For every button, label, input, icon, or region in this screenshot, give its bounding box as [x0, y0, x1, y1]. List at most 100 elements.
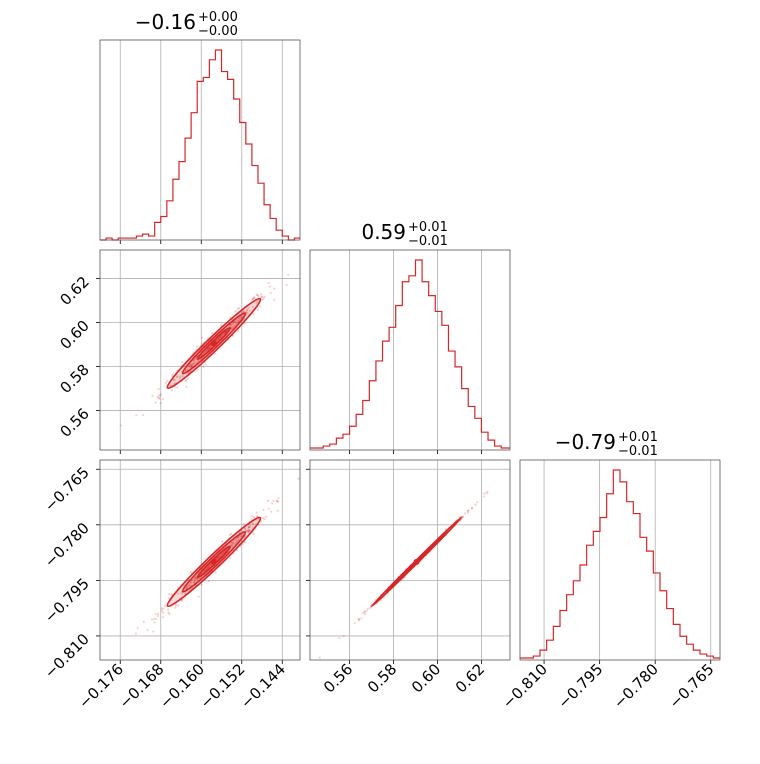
joint-2-1-sample-point [363, 613, 367, 616]
joint-2-0-sample-point [146, 628, 149, 632]
joint-1-0-sample-point [185, 385, 188, 388]
joint-2-0-sample-point [136, 626, 139, 630]
joint-2-0-sample-point [177, 604, 180, 607]
joint-2-1-sample-point [475, 501, 479, 504]
joint-1-0-sample-point [208, 347, 211, 350]
joint-2-0-sample-point [276, 509, 279, 512]
joint-1-0-sample-point [231, 327, 234, 330]
joint-1-0-sample-point [213, 352, 216, 356]
joint-2-0-sample-point [244, 529, 247, 532]
joint-2-0-sample-point [177, 592, 180, 595]
joint-1-0-sample-point [243, 322, 246, 325]
joint-2-0-sample-point [217, 557, 220, 560]
x-tick-label-p2: −0.780 [610, 660, 662, 712]
joint-1-0-sample-point [166, 379, 169, 383]
joint-1-0-sample-point [211, 332, 214, 335]
joint-1-0-sample-point [170, 389, 174, 392]
joint-1-0-sample-point [220, 323, 223, 326]
joint-1-0-sample-point [187, 377, 190, 380]
joint-2-0-sample-point [251, 526, 254, 529]
joint-2-0-sample-point [230, 544, 234, 547]
joint-2-0-sample-point [263, 518, 266, 521]
joint-1-0-sample-point [261, 298, 264, 302]
joint-2-0-sample-point [168, 612, 171, 616]
joint-2-0-sample-point [269, 510, 273, 513]
joint-2-0-sample-point [167, 611, 170, 614]
hist-2-title-upper-error: +0.01 [618, 430, 658, 445]
joint-1-0-sample-point [159, 392, 162, 396]
joint-2-0-sample-point [206, 566, 209, 570]
joint-1-0-sample-point [200, 342, 204, 345]
joint-2-1-sample-point [486, 490, 489, 494]
hist-2-histogram-line [520, 469, 720, 659]
joint-2-0-sample-point [188, 584, 191, 587]
joint-1-0-sample-point [141, 413, 145, 417]
joint-2-1-sample-point [474, 503, 477, 506]
joint-1-0-sample-point [245, 309, 248, 312]
joint-1-0-sample-point [202, 365, 205, 368]
joint-1-0-sample-point [256, 293, 259, 296]
joint-2-0-sample-point [152, 630, 155, 633]
joint-2-0-sample-point [246, 530, 249, 533]
joint-2-0-sample-point [193, 581, 196, 584]
joint-1-0-panel [96, 249, 301, 454]
joint-2-1-sample-point [461, 515, 465, 518]
hist-0-histogram-line [100, 49, 300, 241]
y-tick-label-p1: 0.62 [56, 273, 92, 309]
joint-1-0-sample-point [233, 320, 236, 324]
joint-1-0-sample-point [238, 317, 241, 320]
joint-2-0-sample-point [248, 525, 251, 528]
joint-1-0-density-peak [210, 340, 217, 347]
joint-1-0-sample-point [235, 318, 239, 322]
joint-1-0-sample-point [256, 309, 259, 312]
joint-1-0-sample-point [119, 424, 122, 427]
joint-2-0-sample-point [248, 525, 252, 528]
x-tick-label-p1: 0.62 [452, 660, 488, 696]
joint-2-0-sample-point [156, 614, 160, 618]
joint-2-0-sample-point [179, 591, 183, 594]
joint-1-0-sample-point [263, 295, 266, 298]
joint-2-0-sample-point [134, 632, 137, 635]
joint-2-1-sample-point [357, 617, 360, 621]
joint-1-0-sample-point [234, 322, 238, 325]
joint-1-0-sample-point [195, 345, 199, 348]
joint-1-0-sample-point [172, 378, 175, 381]
joint-1-0-sample-point [181, 360, 184, 364]
joint-2-0-sample-point [244, 541, 247, 544]
joint-2-1-sample-point [361, 612, 364, 615]
joint-2-0-sample-point [267, 499, 270, 502]
joint-2-0-sample-point [276, 500, 279, 503]
joint-2-1-sample-point [342, 634, 345, 638]
joint-2-0-frame [99, 459, 301, 661]
joint-2-0-sample-point [257, 524, 260, 527]
joint-1-0-sample-point [196, 368, 199, 371]
joint-1-0-sample-point [191, 364, 194, 367]
joint-1-0-sample-point [256, 300, 259, 303]
joint-1-0-sample-point [204, 363, 207, 366]
joint-2-0-sample-point [216, 557, 219, 560]
joint-2-1-sample-point [466, 509, 469, 512]
joint-1-0-sample-point [236, 320, 240, 323]
joint-1-0-sample-point [192, 362, 195, 365]
joint-2-1-sample-point [369, 606, 372, 610]
joint-2-0-sample-point [142, 620, 145, 624]
joint-1-0-sample-point [178, 376, 182, 380]
joint-1-0-sample-point [253, 296, 256, 299]
joint-1-0-sample-point [234, 310, 237, 313]
joint-2-0-sample-point [194, 577, 197, 580]
joint-2-0-sample-point [207, 580, 210, 583]
joint-2-1-panel [306, 459, 511, 664]
joint-1-0-sample-point [206, 347, 209, 350]
joint-2-1-sample-point [358, 618, 361, 621]
joint-1-0-sample-point [178, 375, 182, 378]
y-tick-label-p2: −0.780 [41, 519, 93, 571]
joint-2-0-sample-point [271, 502, 274, 505]
y-tick-label-p1: 0.60 [56, 317, 92, 353]
joint-1-0-sample-point [231, 322, 235, 325]
joint-1-0-sample-point [237, 330, 240, 333]
joint-1-0-sample-point [190, 363, 193, 366]
joint-2-1-sample-point [464, 512, 467, 515]
joint-1-0-sample-point [250, 298, 253, 301]
joint-2-1-sample-point [360, 617, 363, 620]
